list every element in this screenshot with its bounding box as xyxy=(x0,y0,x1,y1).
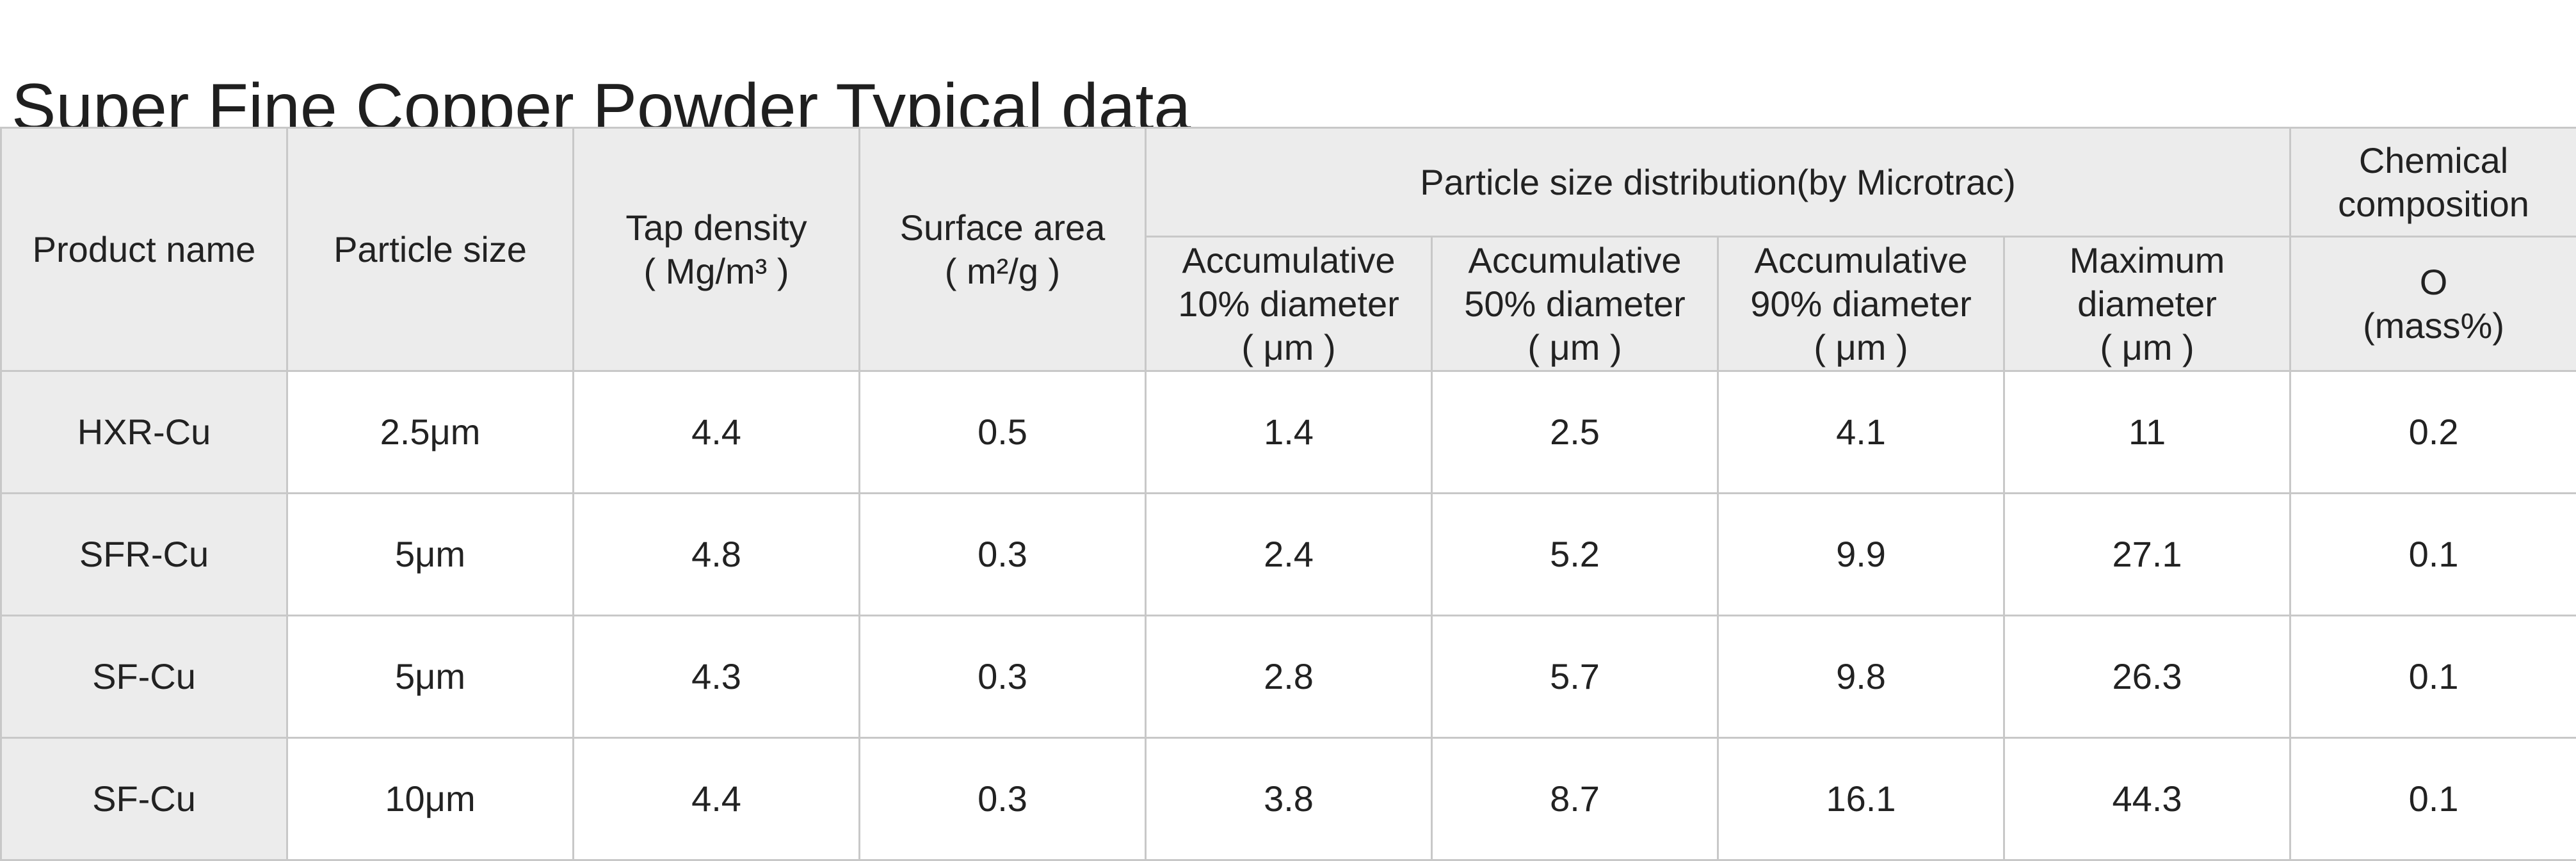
d10-cell: 2.4 xyxy=(1146,494,1432,616)
oxygen-cell: 0.1 xyxy=(2290,494,2576,616)
table-row: SF-Cu 10μm 4.4 0.3 3.8 8.7 16.1 44.3 0.1 xyxy=(1,738,2576,860)
particle-size-cell: 10μm xyxy=(287,738,574,860)
header-accumulative-90: Accumulative 90% diameter ( μm ) xyxy=(1718,237,2004,371)
table-row: HXR-Cu 2.5μm 4.4 0.5 1.4 2.5 4.1 11 0.2 xyxy=(1,371,2576,494)
particle-size-cell: 5μm xyxy=(287,616,574,738)
d50-cell: 5.2 xyxy=(1432,494,1718,616)
tap-density-cell: 4.4 xyxy=(574,738,860,860)
d90-cell: 4.1 xyxy=(1718,371,2004,494)
header-accumulative-50: Accumulative 50% diameter ( μm ) xyxy=(1432,237,1718,371)
dmax-cell: 11 xyxy=(2004,371,2290,494)
header-row-1: Product name Particle size Tap density (… xyxy=(1,128,2576,237)
tap-density-cell: 4.8 xyxy=(574,494,860,616)
oxygen-cell: 0.1 xyxy=(2290,616,2576,738)
particle-size-cell: 2.5μm xyxy=(287,371,574,494)
d50-cell: 8.7 xyxy=(1432,738,1718,860)
surface-area-cell: 0.3 xyxy=(860,738,1146,860)
d50-cell: 2.5 xyxy=(1432,371,1718,494)
d50-cell: 5.7 xyxy=(1432,616,1718,738)
header-particle-size: Particle size xyxy=(287,128,574,371)
oxygen-cell: 0.1 xyxy=(2290,738,2576,860)
particle-size-cell: 5μm xyxy=(287,494,574,616)
header-product-name: Product name xyxy=(1,128,287,371)
d10-cell: 2.8 xyxy=(1146,616,1432,738)
typical-data-table: Product name Particle size Tap density (… xyxy=(0,127,2576,861)
product-name-cell: SF-Cu xyxy=(1,616,287,738)
table-row: SF-Cu 5μm 4.3 0.3 2.8 5.7 9.8 26.3 0.1 xyxy=(1,616,2576,738)
d90-cell: 9.9 xyxy=(1718,494,2004,616)
header-oxygen: O (mass%) xyxy=(2290,237,2576,371)
table-row: SFR-Cu 5μm 4.8 0.3 2.4 5.2 9.9 27.1 0.1 xyxy=(1,494,2576,616)
dmax-cell: 26.3 xyxy=(2004,616,2290,738)
product-name-cell: SFR-Cu xyxy=(1,494,287,616)
d10-cell: 3.8 xyxy=(1146,738,1432,860)
surface-area-cell: 0.3 xyxy=(860,616,1146,738)
tap-density-cell: 4.3 xyxy=(574,616,860,738)
d90-cell: 16.1 xyxy=(1718,738,2004,860)
header-accumulative-10: Accumulative 10% diameter ( μm ) xyxy=(1146,237,1432,371)
header-particle-size-distribution: Particle size distribution(by Microtrac) xyxy=(1146,128,2290,237)
header-tap-density: Tap density ( Mg/m³ ) xyxy=(574,128,860,371)
header-surface-area: Surface area ( m²/g ) xyxy=(860,128,1146,371)
product-name-cell: HXR-Cu xyxy=(1,371,287,494)
d10-cell: 1.4 xyxy=(1146,371,1432,494)
product-name-cell: SF-Cu xyxy=(1,738,287,860)
surface-area-cell: 0.5 xyxy=(860,371,1146,494)
d90-cell: 9.8 xyxy=(1718,616,2004,738)
header-chemical-composition: Chemical composition xyxy=(2290,128,2576,237)
dmax-cell: 44.3 xyxy=(2004,738,2290,860)
oxygen-cell: 0.2 xyxy=(2290,371,2576,494)
header-maximum-diameter: Maximum diameter ( μm ) xyxy=(2004,237,2290,371)
surface-area-cell: 0.3 xyxy=(860,494,1146,616)
tap-density-cell: 4.4 xyxy=(574,371,860,494)
dmax-cell: 27.1 xyxy=(2004,494,2290,616)
